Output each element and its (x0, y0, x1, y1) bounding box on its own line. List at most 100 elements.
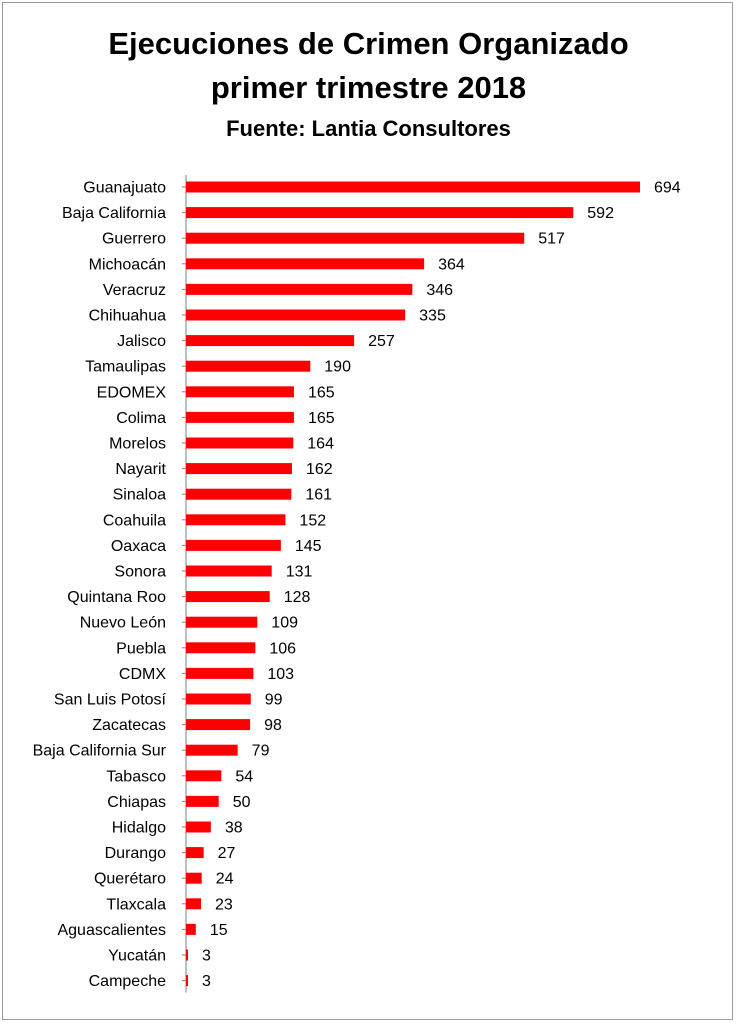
category-label: Yucatán (108, 948, 166, 965)
category-label: Tlaxcala (106, 896, 166, 913)
category-label: Jalisco (117, 333, 166, 350)
bar (186, 437, 294, 449)
data-label: 592 (587, 205, 614, 222)
bar (186, 488, 292, 500)
bar (186, 386, 294, 398)
category-label: Colima (116, 410, 166, 427)
category-label: EDOMEX (97, 384, 167, 401)
category-label: Tabasco (106, 768, 166, 785)
data-label: 364 (438, 256, 465, 273)
bar (186, 923, 196, 935)
data-label: 50 (233, 794, 251, 811)
bar (186, 539, 281, 551)
data-label: 23 (215, 896, 233, 913)
category-label: Quintana Roo (67, 589, 166, 606)
data-label: 694 (654, 180, 681, 197)
category-label: Baja California Sur (33, 743, 167, 760)
category-label: Nayarit (115, 461, 166, 478)
category-label: Morelos (109, 436, 166, 453)
bar (186, 821, 211, 833)
bar (186, 770, 222, 782)
category-label: Tamaulipas (85, 359, 166, 376)
data-label: 165 (308, 410, 335, 427)
bar (186, 591, 270, 603)
bar (186, 565, 272, 577)
data-label: 164 (307, 436, 334, 453)
bar (186, 693, 251, 705)
data-label: 128 (284, 589, 311, 606)
bar (186, 744, 238, 756)
data-label: 15 (210, 922, 228, 939)
bar (186, 181, 640, 193)
category-label: Chihuahua (89, 308, 167, 325)
category-label: Coahuila (103, 512, 166, 529)
bar (186, 283, 413, 295)
data-label: 152 (299, 512, 326, 529)
bar (186, 463, 292, 475)
bar (186, 642, 256, 654)
category-label: Zacatecas (92, 717, 166, 734)
data-label: 98 (264, 717, 282, 734)
category-label: Oaxaca (111, 538, 166, 555)
data-label: 131 (286, 564, 313, 581)
category-label: Aguascalientes (57, 922, 166, 939)
bar (186, 360, 311, 372)
chart-title: Ejecuciones de Crimen Organizado (108, 26, 629, 61)
bar (186, 719, 251, 731)
data-label: 38 (225, 820, 243, 837)
category-label: Nuevo León (80, 615, 166, 632)
category-label: Querétaro (94, 871, 166, 888)
data-label: 517 (538, 231, 565, 248)
chart-subtitle: Fuente: Lantia Consultores (226, 116, 511, 141)
category-label: Guanajuato (83, 180, 166, 197)
data-label: 161 (305, 487, 332, 504)
category-label: San Luis Potosí (54, 692, 167, 709)
bar (186, 872, 202, 884)
bar (186, 667, 254, 679)
data-label: 109 (271, 615, 298, 632)
category-label: Michoacán (89, 256, 166, 273)
category-label: Durango (105, 845, 166, 862)
category-label: Campeche (89, 973, 166, 990)
data-label: 27 (218, 845, 236, 862)
bar (186, 949, 188, 961)
data-label: 3 (202, 948, 211, 965)
data-label: 162 (306, 461, 333, 478)
bar (186, 232, 525, 244)
data-label: 257 (368, 333, 395, 350)
data-label: 24 (216, 871, 234, 888)
bar (186, 258, 425, 270)
bar (186, 309, 406, 321)
chart-title-line2: primer trimestre 2018 (210, 70, 527, 105)
category-label: Puebla (116, 640, 166, 657)
bar (186, 207, 574, 219)
data-label: 145 (295, 538, 322, 555)
bar (186, 898, 202, 910)
data-label: 335 (419, 308, 446, 325)
data-label: 103 (267, 666, 294, 683)
category-label: Guerrero (102, 231, 166, 248)
category-label: CDMX (119, 666, 166, 683)
bar (186, 335, 355, 347)
data-label: 190 (324, 359, 351, 376)
category-label: Chiapas (107, 794, 166, 811)
bar (186, 795, 219, 807)
category-label: Hidalgo (112, 820, 166, 837)
category-label: Sinaloa (113, 487, 166, 504)
data-label: 165 (308, 384, 335, 401)
bar (186, 514, 286, 526)
data-label: 54 (235, 768, 253, 785)
category-label: Veracruz (103, 282, 166, 299)
data-label: 106 (269, 640, 296, 657)
data-label: 3 (202, 973, 211, 990)
data-label: 79 (252, 743, 270, 760)
bar (186, 411, 294, 423)
bar (186, 975, 188, 987)
bar (186, 616, 258, 628)
category-label: Sonora (114, 564, 166, 581)
data-label: 99 (265, 692, 283, 709)
category-label: Baja California (62, 205, 166, 222)
bar (186, 847, 204, 859)
